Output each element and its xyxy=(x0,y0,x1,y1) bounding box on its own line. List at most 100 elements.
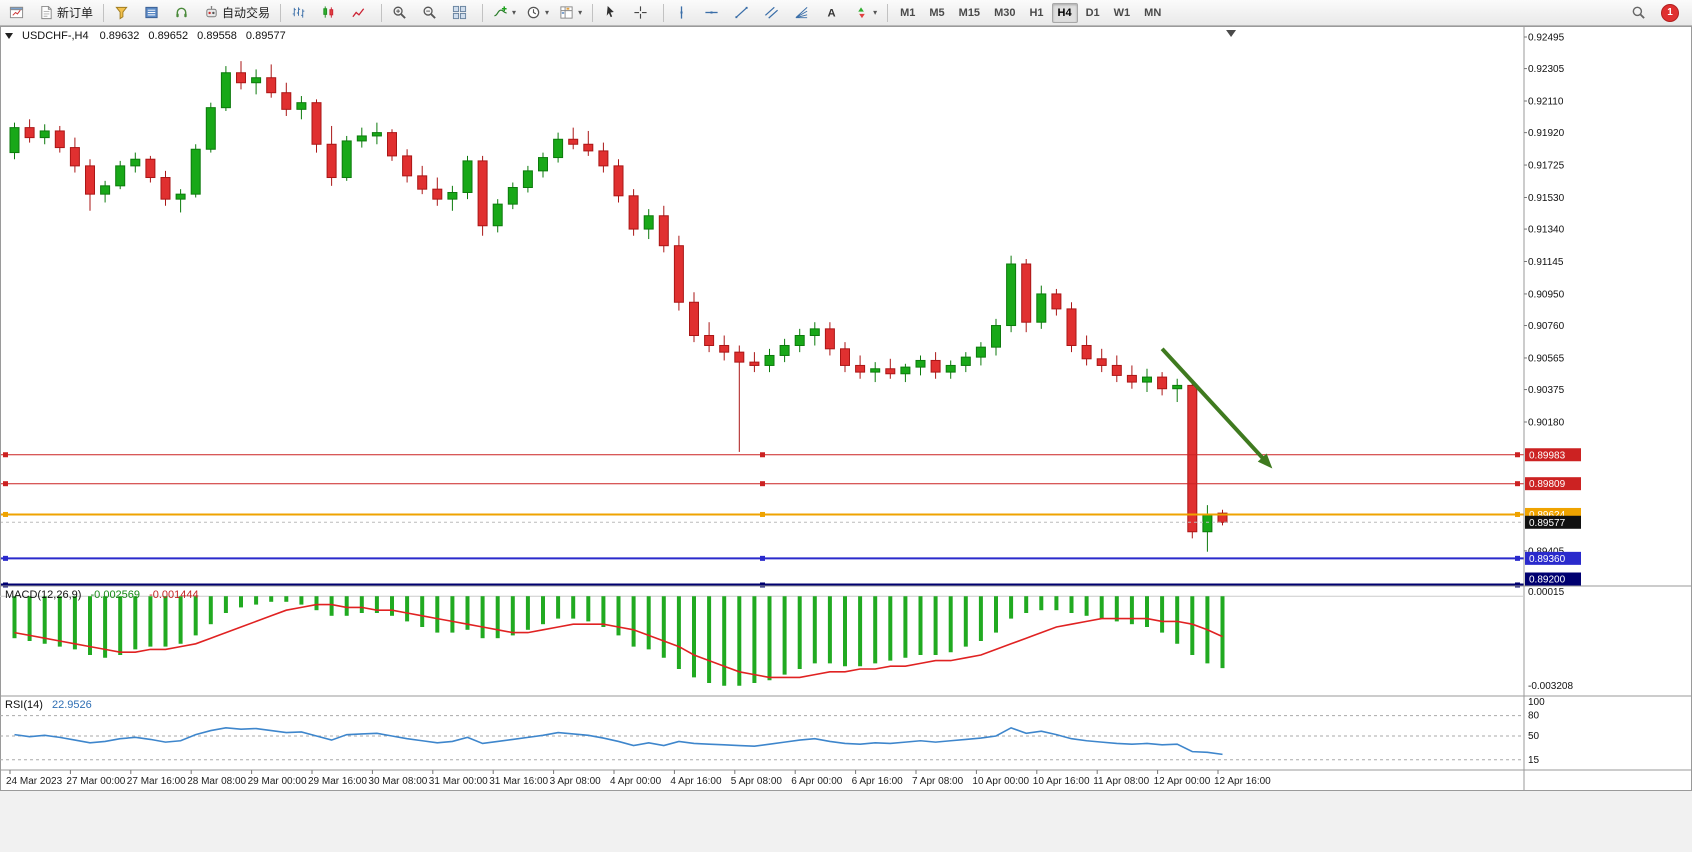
timeframe-mn-button[interactable]: MN xyxy=(1144,6,1162,19)
macd-axis-label: 0.00015 xyxy=(1528,587,1565,598)
trendline-button[interactable] xyxy=(730,1,758,25)
crosshair-button[interactable] xyxy=(629,1,657,25)
timeframe-m15-button[interactable]: M15 xyxy=(958,6,981,19)
vertical-line-button[interactable] xyxy=(670,1,698,25)
candlestick-chart-button[interactable] xyxy=(317,1,345,25)
resistance-line-1-handle[interactable] xyxy=(1515,452,1520,458)
notification-badge[interactable]: 1 xyxy=(1661,3,1679,22)
search-button[interactable] xyxy=(1627,1,1655,25)
support-line-orange-handle[interactable] xyxy=(1515,511,1520,517)
arrow-head[interactable] xyxy=(1257,453,1273,469)
support-line-navy-handle[interactable] xyxy=(1515,582,1520,588)
support-line-blue-handle[interactable] xyxy=(3,555,8,561)
new-order-icon xyxy=(39,5,54,20)
resistance-line-1-price-badge xyxy=(1525,448,1581,462)
candle-body xyxy=(900,366,911,375)
rsi-axis-label: 15 xyxy=(1528,755,1540,766)
candle-body xyxy=(553,138,564,159)
horizontal-line-button[interactable] xyxy=(700,1,728,25)
new-chart-button[interactable] xyxy=(5,1,33,25)
candle-body xyxy=(779,344,790,356)
candle-body xyxy=(477,160,488,227)
price-axis-label: 0.90565 xyxy=(1528,353,1565,364)
text-button[interactable]: A xyxy=(820,1,848,25)
support-line-orange-handle[interactable] xyxy=(3,511,8,517)
candle-body xyxy=(855,364,866,373)
tile-windows-button[interactable] xyxy=(448,1,476,25)
macd-axis-label: -0.003208 xyxy=(1528,681,1573,692)
chart-background[interactable] xyxy=(0,26,1692,852)
time-axis-label: 31 Mar 00:00 xyxy=(429,776,488,787)
support-line-navy-price-badge xyxy=(1525,572,1581,586)
timeframe-h4-button[interactable]: H4 xyxy=(1051,2,1078,23)
timeframe-h1-button[interactable]: H1 xyxy=(1029,6,1044,19)
funnel-icon xyxy=(114,5,129,20)
indicators-button[interactable]: ▾ xyxy=(489,1,520,25)
chart-canvas[interactable]: 0.92495 0.92305 0.92110 0.91920 0.91725 0.915… xyxy=(0,26,1692,852)
timeframe-w1-button[interactable]: W1 xyxy=(1113,6,1131,19)
zoom-in-button[interactable] xyxy=(388,1,416,25)
resistance-line-2-handle[interactable] xyxy=(3,481,8,487)
fibonacci-button[interactable] xyxy=(790,1,818,25)
templates-button[interactable]: ▾ xyxy=(555,1,586,25)
support-line-blue-price-badge-label: 0.89360 xyxy=(1529,554,1566,565)
macd-signal-line xyxy=(14,603,1223,679)
autotrading-button-label: 自动交易 xyxy=(222,6,271,20)
candle-body xyxy=(69,147,80,167)
arrow-shaft[interactable] xyxy=(1160,347,1268,463)
support-line-blue-handle[interactable] xyxy=(760,555,765,561)
timeframe-m30-button[interactable]: M30 xyxy=(994,6,1016,19)
candle-body xyxy=(311,102,322,145)
support-line-orange-handle[interactable] xyxy=(760,511,765,517)
time-axis-label: 29 Mar 16:00 xyxy=(308,776,367,787)
workspace-background xyxy=(0,791,1692,852)
sound-alerts-button[interactable] xyxy=(170,1,198,25)
support-line-navy-price-badge-label: 0.89200 xyxy=(1529,575,1566,586)
resistance-line-2-handle[interactable] xyxy=(760,481,765,487)
timeframe-m1-button[interactable]: M1 xyxy=(900,6,916,19)
candle-body xyxy=(673,245,684,303)
cursor-button[interactable] xyxy=(599,1,627,25)
arrow-annotation[interactable] xyxy=(1160,347,1273,469)
candle-body xyxy=(598,150,609,167)
timeframe-m5-button[interactable]: M5 xyxy=(929,6,945,19)
resistance-line-1-handle[interactable] xyxy=(760,452,765,458)
rsi-axis-label: 80 xyxy=(1528,711,1540,722)
candle-body xyxy=(870,368,881,373)
text-icon: A xyxy=(824,5,839,20)
price-axis-label: 0.90180 xyxy=(1528,417,1565,428)
candle-body xyxy=(160,177,171,200)
support-line-blue-handle[interactable] xyxy=(1515,555,1520,561)
timeframe-d1-button[interactable]: D1 xyxy=(1085,6,1100,19)
support-line-navy-handle[interactable] xyxy=(760,582,765,588)
candle-body xyxy=(1066,308,1077,346)
magnifier-icon xyxy=(1631,5,1646,20)
support-line-navy-handle[interactable] xyxy=(3,582,8,588)
horizontal-lines[interactable] xyxy=(0,452,1524,588)
market-watch-button[interactable] xyxy=(110,1,138,25)
channel-icon xyxy=(764,5,779,20)
one-click-trading-toggle[interactable] xyxy=(5,33,13,39)
resistance-line-1-handle[interactable] xyxy=(3,452,8,458)
new-order-button[interactable]: 新订单 xyxy=(35,1,97,25)
time-axis-label: 4 Apr 00:00 xyxy=(610,776,662,787)
bar-chart-button[interactable] xyxy=(287,1,315,25)
time-axis-label: 6 Apr 00:00 xyxy=(791,776,843,787)
channel-button[interactable] xyxy=(760,1,788,25)
data-window-button[interactable] xyxy=(140,1,168,25)
resistance-line-2-handle[interactable] xyxy=(1515,481,1520,487)
candle-body xyxy=(281,92,292,110)
price-axis[interactable]: 0.92495 0.92305 0.92110 0.91920 0.91725 0.915… xyxy=(1524,32,1581,586)
candle-body xyxy=(1187,384,1198,533)
chart-shift-marker[interactable] xyxy=(1226,30,1237,37)
autotrading-button[interactable]: 自动交易 xyxy=(200,1,274,25)
periods-button[interactable]: ▾ xyxy=(522,1,553,25)
chart-info-bar: USDCHF-,H4 0.89632 0.89652 0.89558 0.895… xyxy=(5,30,286,42)
line-chart-button[interactable] xyxy=(347,1,375,25)
arrows-button[interactable]: ▾ xyxy=(850,1,881,25)
time-axis[interactable]: 24 Mar 2023 27 Mar 00:00 27 Mar 16:00 28 Ma… xyxy=(6,770,1271,787)
time-axis-label: 3 Apr 08:00 xyxy=(550,776,602,787)
candle-body xyxy=(205,107,216,150)
current-price-price-badge-label: 0.89577 xyxy=(1529,518,1566,529)
zoom-out-button[interactable] xyxy=(418,1,446,25)
